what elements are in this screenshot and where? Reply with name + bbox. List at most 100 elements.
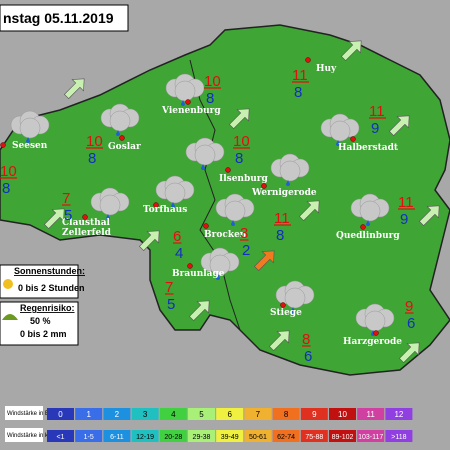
sun-value: 0 bis 2 Stunden — [18, 283, 85, 293]
cloud-part — [329, 120, 351, 142]
kmh-value: <1 — [57, 434, 65, 441]
wind-arrow — [138, 230, 160, 252]
beaufort-value: 2 — [115, 410, 120, 419]
beaufort-cell — [75, 408, 103, 420]
kmh-value: 12-19 — [136, 434, 154, 441]
beaufort-cell — [159, 408, 187, 420]
kmh-value: 20-28 — [164, 434, 182, 441]
temp-min: 6 — [304, 348, 312, 365]
temp-max: 8 — [302, 331, 310, 348]
wind-arrow — [188, 300, 210, 322]
town-name: Brocken — [204, 230, 247, 240]
town-dot — [119, 135, 125, 141]
wind-arrow — [340, 40, 362, 62]
temp-min: 5 — [64, 207, 72, 224]
kmh-cell — [300, 430, 328, 442]
town-name: Zellerfeld — [62, 228, 112, 238]
town-dot — [280, 302, 286, 308]
town-dot — [225, 167, 231, 173]
cloud-part — [359, 200, 381, 222]
kmh-cell — [103, 430, 131, 442]
kmh-cell — [131, 430, 159, 442]
beaufort-value: 7 — [256, 410, 261, 419]
town-dot — [360, 224, 366, 230]
cloud-part — [364, 310, 386, 332]
wind-arrow — [43, 208, 65, 230]
kmh-value: 1-5 — [84, 434, 94, 441]
kmh-value: 50-61 — [249, 434, 267, 441]
sun-icon — [3, 279, 13, 289]
cloud-icon — [355, 303, 395, 336]
rain-drop — [106, 214, 110, 220]
town-name: Quedlinburg — [336, 231, 400, 241]
cloud-icon — [165, 73, 205, 106]
cloud-icon — [320, 113, 360, 146]
wind-arrow — [268, 330, 290, 352]
sun-title: Sonnenstunden: — [14, 266, 85, 276]
rain-drop — [216, 274, 220, 280]
cloud-part — [279, 160, 301, 182]
kmh-value: >118 — [391, 434, 406, 441]
beaufort-cell — [131, 408, 159, 420]
rain-drop — [336, 140, 340, 146]
cloud-icon — [275, 280, 315, 313]
wind-arrow — [253, 250, 275, 272]
rain-drop — [201, 164, 205, 170]
beaufort-cell — [385, 408, 413, 420]
rain-drop — [291, 307, 295, 313]
title: nstag 05.11.2019 — [3, 10, 114, 26]
rain-box — [0, 301, 79, 346]
kmh-value: 75-88 — [305, 434, 323, 441]
temp-max: 10 — [233, 133, 250, 150]
beaufort-value: 6 — [227, 410, 232, 419]
temp-max: 10 — [0, 163, 17, 180]
cloud-part — [164, 182, 186, 204]
rain-drop — [286, 180, 290, 186]
temp-min: 8 — [2, 180, 10, 197]
town-dot — [187, 263, 193, 269]
sun-legend: Sonnenstunden: 0 bis 2 Stunden — [0, 264, 85, 299]
town-dot — [305, 57, 311, 63]
beaufort-cell — [103, 408, 131, 420]
temp-max: 11 — [398, 194, 414, 211]
beaufort-value: 12 — [394, 410, 403, 419]
rain-drop — [116, 130, 120, 136]
temp-min: 8 — [206, 90, 214, 107]
wind-arrow — [388, 115, 410, 137]
cloud-icon — [90, 187, 130, 220]
rain-amount: 0 bis 2 mm — [20, 329, 67, 339]
beaufort-cell — [188, 408, 215, 420]
beaufort-value: 5 — [199, 410, 204, 419]
town-name: Torfhaus — [143, 205, 187, 215]
town-dot — [0, 142, 6, 148]
beaufort-cell — [357, 408, 385, 420]
rain-legend: Regenrisiko: 50 % 0 bis 2 mm — [0, 301, 79, 346]
temp-max: 6 — [173, 228, 181, 245]
town-dot — [203, 223, 209, 229]
town-name: Seesen — [12, 141, 48, 151]
kmh-cell — [272, 430, 300, 442]
rain-drop — [181, 100, 185, 106]
town-name: Ilsenburg — [219, 174, 269, 184]
cloud-part — [284, 287, 306, 309]
kmh-value: 89-102 — [332, 434, 354, 441]
town-name: Clausthal — [62, 218, 111, 228]
town-name: Wernigerode — [251, 188, 317, 198]
beaufort-cell — [272, 408, 300, 420]
rain-drop — [366, 220, 370, 226]
wind-scale: Windstärke in Beaufort Windstärke in km/h… — [5, 406, 413, 442]
cloud-part — [209, 254, 231, 276]
cloud-icon — [100, 103, 140, 136]
town-name: Halberstadt — [338, 143, 399, 153]
temp-min: 8 — [276, 227, 284, 244]
border — [189, 59, 241, 331]
cloud-part — [224, 200, 246, 222]
kmh-value: 103-117 — [358, 434, 383, 441]
beaufort-value: 1 — [86, 410, 91, 419]
cloud-icon — [185, 137, 225, 170]
kmh-cell — [75, 430, 103, 442]
kmh-cell — [47, 430, 74, 442]
cloud-part — [174, 80, 196, 102]
wind-arrow — [418, 205, 440, 227]
